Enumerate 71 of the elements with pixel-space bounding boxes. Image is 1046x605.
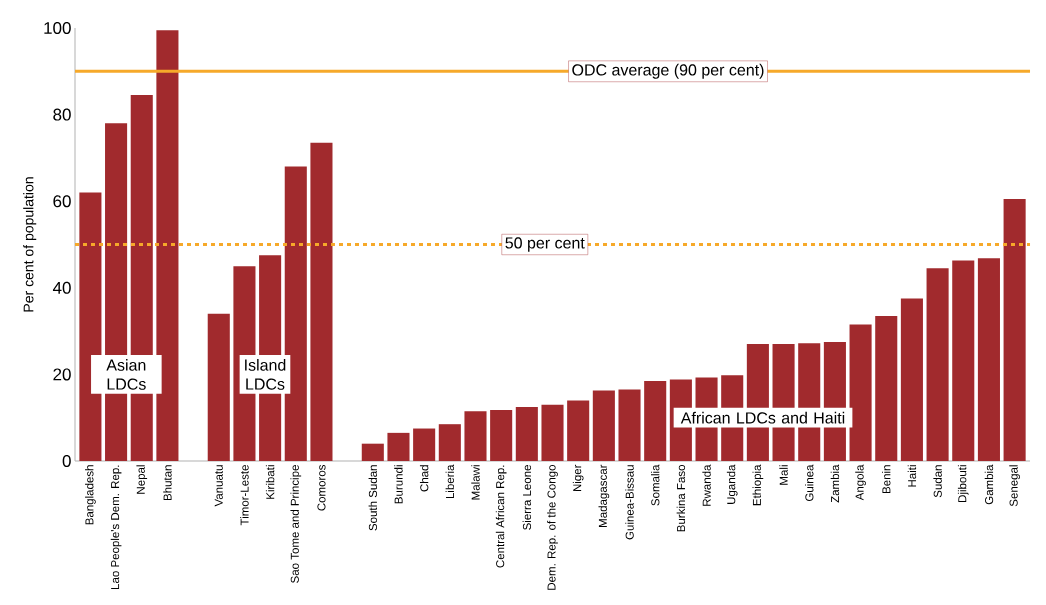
x-tick-label: Dem. Rep. of the Congo	[547, 465, 558, 590]
x-tick-label: Timor-Leste	[240, 465, 249, 526]
annotation: African LDCs and Haiti	[680, 411, 845, 424]
x-tick-label: Comoros	[317, 464, 326, 511]
y-tick-label: 0	[62, 454, 71, 468]
y-tick-label: 20	[53, 368, 71, 381]
bar	[156, 30, 179, 461]
bar	[361, 443, 384, 461]
x-tick-label: Mali	[779, 465, 788, 485]
bar	[387, 432, 410, 461]
x-tick-label: Somalia	[650, 464, 660, 506]
bar	[644, 380, 667, 461]
x-tick-label: Zambia	[830, 464, 840, 503]
ref-line-label: ODC average (90 per cent)	[572, 63, 764, 79]
x-tick-label: Angola	[855, 464, 866, 501]
x-tick-label: Niger	[572, 464, 584, 492]
bar	[952, 260, 975, 461]
x-tick-label: Haiti	[907, 465, 917, 487]
bar	[310, 142, 333, 461]
bar	[207, 313, 230, 461]
x-tick-label: Central African Rep.	[495, 465, 507, 568]
x-tick-label: Sudan	[933, 465, 942, 498]
bar	[926, 268, 949, 461]
y-axis-title: Per cent of population	[23, 177, 37, 312]
x-tick-label: Malawi	[471, 465, 480, 500]
x-tick-label: Benin	[882, 465, 891, 494]
x-tick-label: Madagascar	[598, 464, 610, 527]
y-tick-label: 40	[52, 281, 71, 294]
x-tick-label: Kiribati	[265, 465, 275, 499]
x-tick-label: Burkina Faso	[676, 465, 686, 532]
x-tick-label: Liberia	[445, 464, 455, 499]
annotation: Asian LDCs	[106, 359, 146, 390]
bar	[438, 424, 461, 461]
x-tick-label: Sierra Leone	[522, 465, 532, 530]
bar	[413, 428, 436, 461]
bar	[618, 389, 641, 461]
x-tick-label: Nepal	[136, 465, 148, 494]
y-tick-label: 100	[44, 21, 71, 35]
bar	[79, 192, 102, 461]
ref-line-label: 50 per cent	[505, 237, 585, 252]
bar	[900, 298, 923, 461]
y-tick-label: 80	[53, 108, 71, 121]
x-tick-label: Djibouti	[957, 465, 969, 502]
annotation: Island LDCs	[245, 359, 286, 390]
bar	[592, 390, 615, 461]
bar	[541, 404, 564, 461]
x-tick-label: Burundi	[394, 465, 403, 504]
x-tick-label: Bhutan	[163, 465, 172, 501]
x-tick-label: South Sudan	[368, 465, 378, 531]
bar	[284, 166, 307, 461]
x-tick-label: Rwanda	[702, 464, 711, 506]
bar	[977, 258, 1000, 461]
bar	[1003, 199, 1026, 461]
x-tick-label: Bangladesh	[85, 465, 96, 525]
bar	[849, 324, 872, 461]
x-tick-label: Guinea-Bissau	[625, 465, 634, 540]
x-tick-label: Sao Tome and Principe	[290, 465, 302, 583]
bar	[464, 411, 487, 461]
x-tick-label: Vanuatu	[214, 465, 223, 507]
bar	[567, 400, 590, 461]
x-tick-label: Lao People's Dem. Rep.	[110, 465, 122, 589]
x-tick-label: Senegal	[1009, 465, 1020, 507]
bar	[515, 406, 538, 461]
x-tick-label: Uganda	[726, 464, 738, 504]
y-tick-label: 60	[53, 195, 71, 208]
x-tick-label: Chad	[419, 465, 429, 492]
x-tick-label: Gambia	[984, 464, 994, 505]
x-tick-label: Guinea	[805, 464, 814, 502]
bar	[490, 409, 513, 461]
x-tick-label: Ethiopia	[752, 464, 764, 506]
bar	[875, 315, 898, 461]
